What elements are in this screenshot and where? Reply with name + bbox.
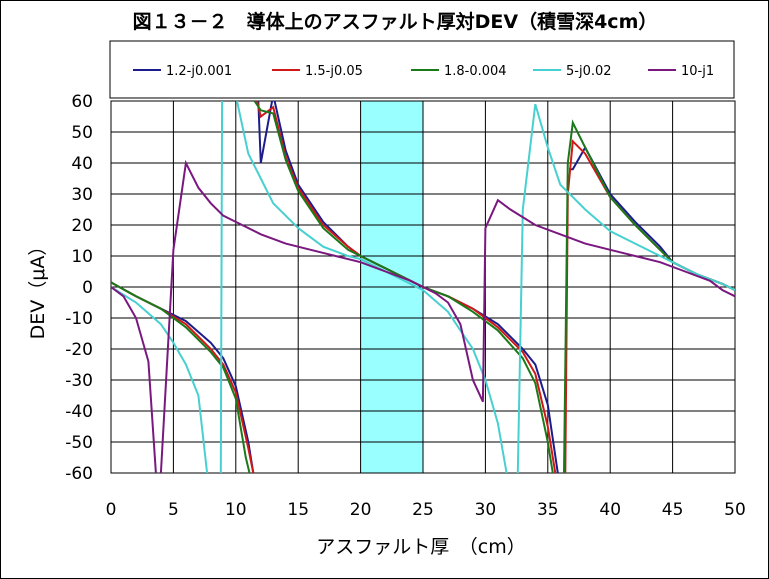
legend-label-1: 1.2-j0.001 — [166, 64, 232, 79]
y-tick-label: 30 — [71, 185, 93, 205]
x-tick-label: 5 — [168, 500, 179, 520]
x-tick-label: 45 — [662, 500, 684, 520]
chart-title: 図１３－２ 導体上のアスファルト厚対DEV（積雪深4cm） — [133, 10, 658, 33]
x-tick-label: 40 — [599, 500, 621, 520]
legend-label-4: 5-j0.02 — [566, 64, 612, 79]
x-tick-label: 35 — [537, 500, 559, 520]
y-tick-label: -50 — [65, 433, 93, 453]
y-tick-label: 10 — [71, 247, 93, 267]
x-axis-label: アスファルト厚 （cm） — [316, 536, 525, 558]
x-tick-label: 25 — [412, 500, 434, 520]
legend-label-3: 1.8-0.004 — [444, 64, 507, 79]
y-tick-label: -40 — [65, 402, 93, 422]
legend: 1.2-j0.001 1.5-j0.05 1.8-0.004 5-j0.02 10-j1 — [109, 40, 735, 99]
y-tick-label: -10 — [65, 309, 93, 329]
series-line-5 — [111, 159, 735, 473]
x-tick-label: 15 — [287, 500, 309, 520]
y-tick-label: 20 — [71, 216, 93, 236]
legend-label-2: 1.5-j0.05 — [305, 64, 363, 79]
series-line-4 — [111, 101, 735, 473]
y-tick-label: -60 — [65, 464, 93, 484]
x-tick-label: 20 — [350, 500, 372, 520]
plot-area: 0 5 10 15 20 25 30 35 40 45 50 60 50 40 30 20 10 0 -10 -20 -… — [65, 92, 746, 520]
y-tick-label: -30 — [65, 371, 93, 391]
y-tick-label: 40 — [71, 154, 93, 174]
legend-label-5: 10-j1 — [681, 64, 714, 79]
x-tick-label: 0 — [106, 500, 117, 520]
y-tick-label: -20 — [65, 340, 93, 360]
y-tick-label: 50 — [71, 123, 93, 143]
x-tick-label: 30 — [475, 500, 497, 520]
y-axis-label: DEV（μA） — [27, 237, 49, 340]
x-tick-label: 50 — [724, 500, 746, 520]
y-tick-label: 0 — [82, 278, 93, 298]
x-tick-label: 10 — [225, 500, 247, 520]
y-tick-label: 60 — [71, 92, 93, 112]
